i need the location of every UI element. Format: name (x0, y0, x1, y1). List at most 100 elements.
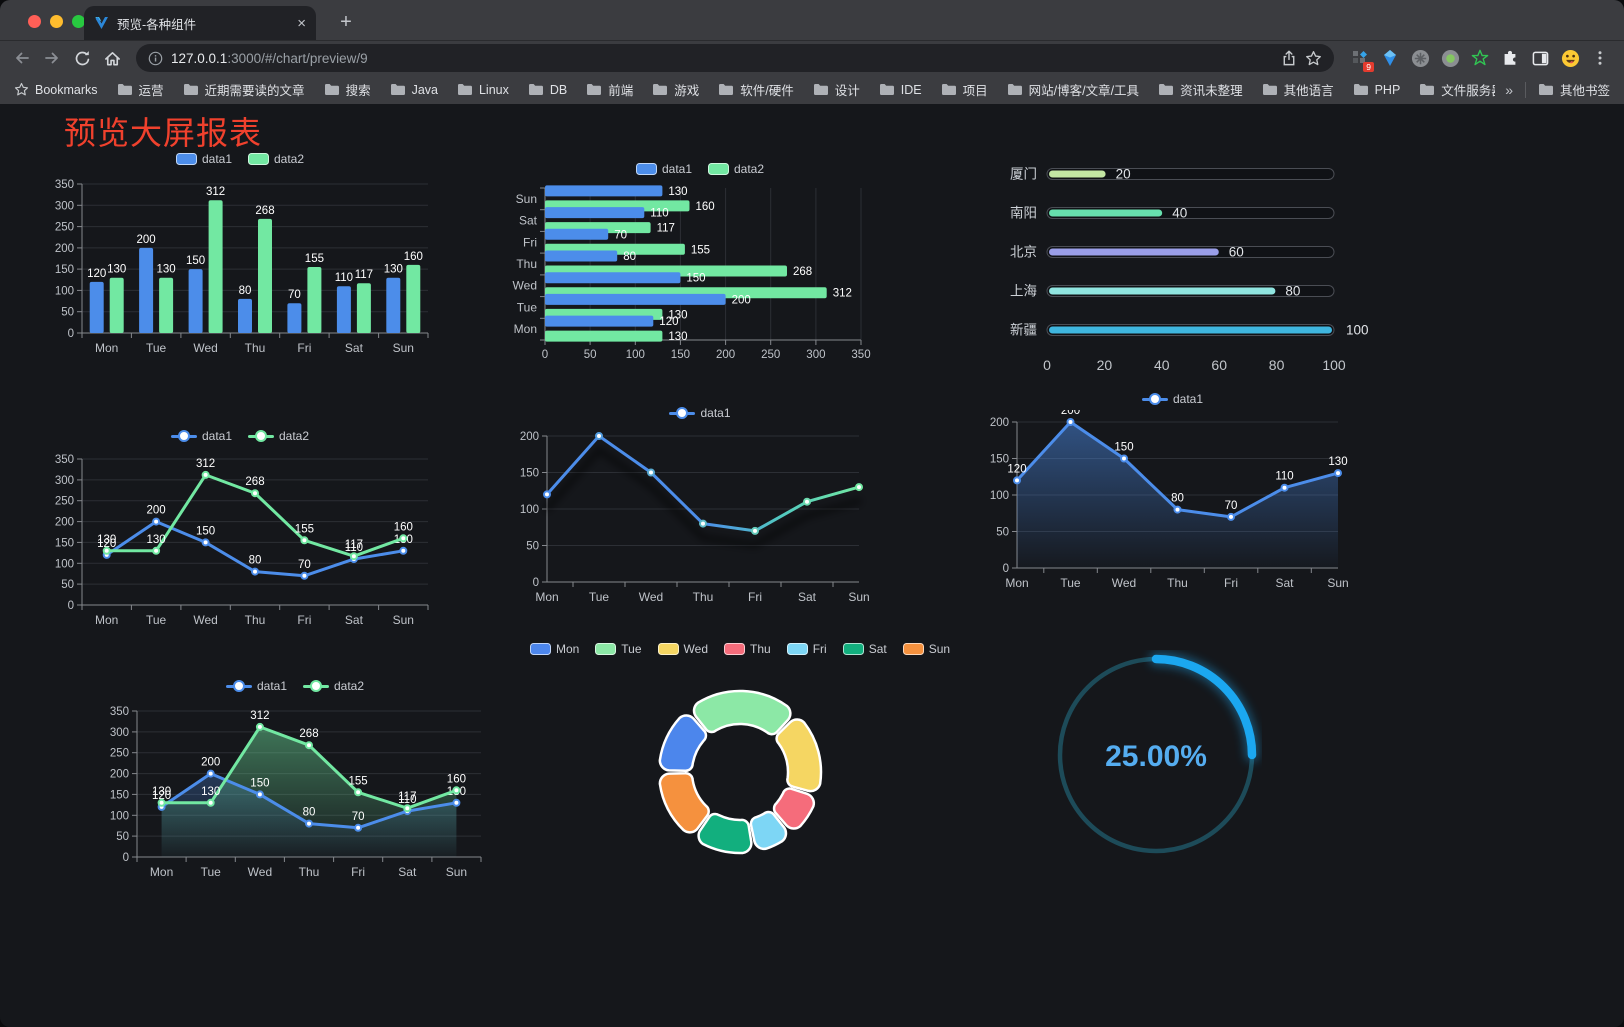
pie-slice[interactable] (658, 771, 710, 834)
legend-item[interactable]: Sat (842, 642, 887, 656)
bookmark-item[interactable]: Java (390, 83, 438, 97)
bookmark-item[interactable]: 网站/博客/文章/工具 (1007, 80, 1139, 99)
svg-text:200: 200 (110, 769, 129, 781)
svg-text:70: 70 (298, 559, 311, 571)
svg-text:80: 80 (249, 555, 262, 567)
forward-button[interactable] (38, 44, 66, 72)
emoji-face-icon[interactable] (1560, 48, 1580, 68)
bookmark-star-icon[interactable] (1305, 50, 1322, 67)
green-dot-circle-icon[interactable] (1440, 48, 1460, 68)
minimize-window-button[interactable] (50, 15, 63, 28)
legend-item[interactable]: Mon (529, 642, 579, 656)
bookmark-item[interactable]: 搜索 (324, 80, 371, 99)
favicon (94, 16, 109, 30)
side-panel-icon[interactable] (1530, 48, 1550, 68)
bookmarks-overflow-chevron[interactable]: » (1505, 81, 1513, 98)
legend-item[interactable]: data1 (175, 152, 232, 166)
line-chart-canvas: 0 50 100 150 200 Mon Tue Wed Thu Fri Sat Sun (520, 431, 870, 604)
browser-tab[interactable]: 预览-各种组件 × (84, 6, 316, 40)
gem-icon[interactable] (1380, 48, 1400, 68)
close-window-button[interactable] (28, 15, 41, 28)
svg-text:130: 130 (147, 534, 166, 546)
new-tab-button[interactable]: + (340, 10, 352, 33)
legend-swatch (724, 643, 745, 655)
site-info-icon[interactable] (148, 51, 163, 66)
share-icon[interactable] (1281, 50, 1297, 67)
reload-button[interactable] (68, 44, 96, 72)
home-button[interactable] (98, 44, 126, 72)
bar-chart-canvas: 0 50 100 150 200 250 300 350 Mon Tue Wed Thu Fri Sat S… (55, 179, 429, 355)
other-bookmarks[interactable]: 其他书签 (1538, 80, 1610, 99)
extension-badge: 9 (1363, 61, 1374, 72)
bookmark-item[interactable]: 文件服务器 (1419, 80, 1495, 99)
svg-text:Wed: Wed (248, 865, 272, 879)
svg-text:350: 350 (851, 349, 870, 361)
legend-item[interactable]: data2 (708, 162, 764, 176)
tab-close-icon[interactable]: × (297, 14, 306, 32)
pie-slice[interactable] (775, 718, 823, 793)
legend-item[interactable]: Wed (657, 642, 708, 656)
green-star-icon[interactable] (1470, 48, 1490, 68)
legend-item[interactable]: data2 (248, 429, 309, 443)
pie-slice[interactable] (697, 812, 753, 855)
svg-text:117: 117 (398, 791, 416, 803)
svg-text:312: 312 (206, 186, 225, 198)
svg-text:Fri: Fri (1224, 576, 1238, 590)
legend-item[interactable]: data2 (248, 152, 304, 166)
bookmark-item[interactable]: PHP (1353, 83, 1400, 97)
svg-text:0: 0 (542, 349, 548, 361)
bookmark-item[interactable]: 游戏 (652, 80, 699, 99)
svg-text:上海: 上海 (1010, 284, 1037, 299)
svg-text:117: 117 (345, 539, 363, 551)
bookmark-item[interactable]: 项目 (941, 80, 988, 99)
svg-text:200: 200 (55, 243, 74, 255)
back-button[interactable] (8, 44, 36, 72)
legend-item[interactable]: data1 (669, 406, 731, 420)
svg-text:20: 20 (1097, 357, 1113, 373)
svg-text:80: 80 (1285, 284, 1300, 299)
bookmark-item[interactable]: 前端 (586, 80, 633, 99)
legend-line-marker (669, 407, 696, 419)
legend-item[interactable]: data1 (170, 429, 232, 443)
bookmarks-left: Bookmarks 运营 近期需要读的文章 搜索 Java Linux DB 前端 游戏 软件/… (14, 80, 1495, 99)
bookmark-item[interactable]: 资讯未整理 (1158, 80, 1243, 99)
bookmark-item[interactable]: DB (528, 83, 567, 97)
bookmark-item[interactable]: 运营 (117, 80, 164, 99)
svg-text:100: 100 (990, 490, 1009, 502)
bookmark-item[interactable]: Linux (457, 83, 509, 97)
bookmark-item[interactable]: 软件/硬件 (718, 80, 794, 99)
legend-item[interactable]: data1 (1141, 392, 1203, 406)
legend-item[interactable]: Sun (902, 642, 950, 656)
svg-text:100: 100 (55, 285, 74, 297)
legend-item[interactable]: Tue (595, 642, 642, 656)
bookmark-item[interactable]: 设计 (813, 80, 860, 99)
zoom-window-button[interactable] (72, 15, 85, 28)
svg-text:268: 268 (299, 728, 318, 740)
pie-slice[interactable] (772, 787, 816, 830)
extension-grid-icon[interactable]: 9 (1350, 48, 1374, 72)
svg-text:Thu: Thu (1167, 576, 1188, 590)
url-bar[interactable]: 127.0.0.1:3000/#/chart/preview/9 (136, 44, 1334, 72)
legend-item[interactable]: data2 (303, 679, 364, 693)
legend-item[interactable]: data1 (635, 162, 692, 176)
legend-item[interactable]: Thu (724, 642, 771, 656)
menu-kebab-icon[interactable] (1590, 48, 1610, 68)
svg-text:20: 20 (1116, 167, 1131, 182)
bookmark-item[interactable]: 其他语言 (1262, 80, 1334, 99)
gray-circle-icon[interactable] (1410, 48, 1430, 68)
legend-item[interactable]: data1 (225, 679, 287, 693)
svg-text:100: 100 (55, 558, 74, 570)
bookmark-item[interactable]: 近期需要读的文章 (183, 80, 305, 99)
bookmark-item[interactable]: IDE (879, 83, 922, 97)
pie-slice[interactable] (749, 810, 788, 851)
pie-slice[interactable] (658, 714, 708, 773)
legend-item[interactable]: Fri (786, 642, 827, 656)
puzzle-icon[interactable] (1500, 48, 1520, 68)
svg-text:70: 70 (352, 811, 365, 823)
page-title: 预览大屏报表 (64, 115, 263, 151)
bookmarks-manager[interactable]: Bookmarks (14, 82, 98, 97)
svg-text:Tue: Tue (517, 300, 538, 314)
svg-text:150: 150 (110, 789, 129, 801)
pie-slice[interactable] (692, 689, 792, 736)
legend-swatch (635, 163, 657, 175)
